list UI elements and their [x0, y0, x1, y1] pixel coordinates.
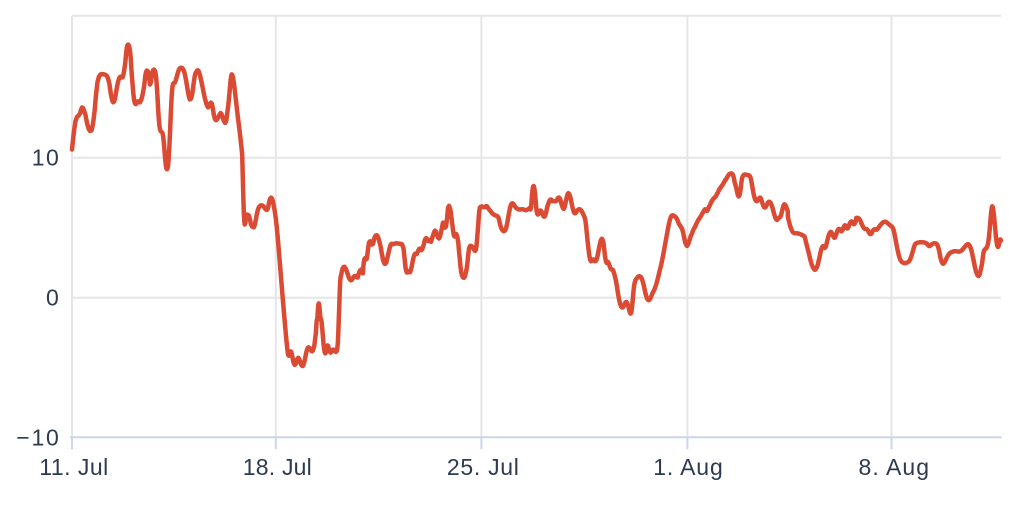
svg-text:1. Aug: 1. Aug	[653, 454, 723, 480]
svg-text:8. Aug: 8. Aug	[859, 454, 930, 480]
svg-text:−10: −10	[16, 424, 59, 450]
svg-text:11. Jul: 11. Jul	[39, 454, 108, 480]
svg-text:0: 0	[46, 285, 59, 311]
svg-text:25. Jul: 25. Jul	[447, 454, 519, 480]
svg-text:18. Jul: 18. Jul	[243, 454, 312, 480]
svg-text:10: 10	[32, 145, 59, 171]
